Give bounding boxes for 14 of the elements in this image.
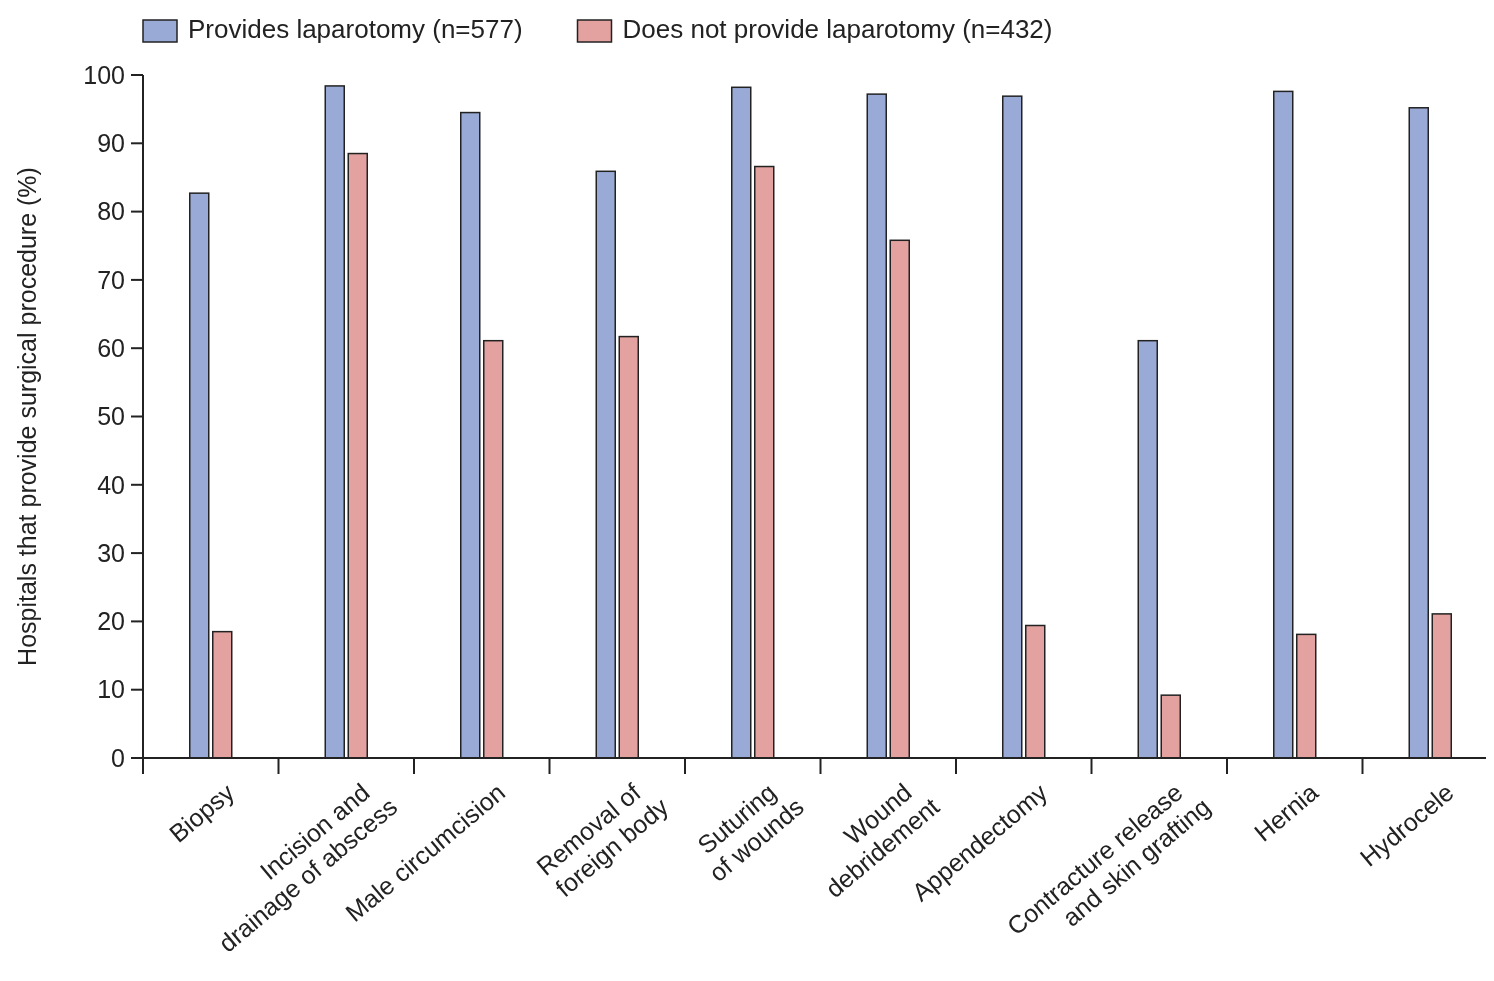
- legend-label: Provides laparotomy (n=577): [188, 14, 523, 44]
- y-tick-label: 100: [83, 60, 125, 89]
- y-tick-label: 90: [97, 129, 125, 158]
- y-tick-label: 60: [97, 333, 125, 362]
- y-axis-title: Hospitals that provide surgical procedure (%): [13, 167, 41, 666]
- y-tick-label: 10: [97, 675, 125, 704]
- y-tick-label: 40: [97, 470, 125, 499]
- y-tick-label: 30: [97, 538, 125, 567]
- y-tick-label: 0: [111, 743, 125, 772]
- y-tick-label: 50: [97, 402, 125, 431]
- legend-label: Does not provide laparotomy (n=432): [622, 14, 1053, 44]
- y-tick-label: 20: [97, 607, 125, 636]
- y-tick-label: 70: [97, 265, 125, 294]
- y-tick-label: 80: [97, 197, 125, 226]
